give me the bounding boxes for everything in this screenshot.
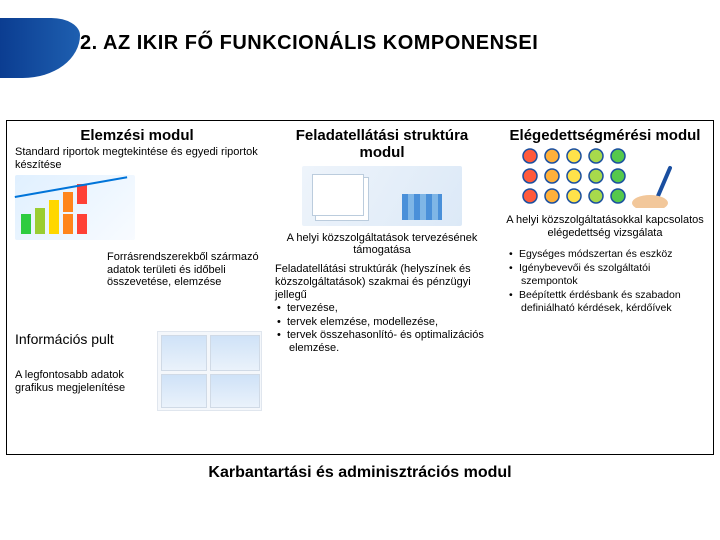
list-item: tervezése, [289, 302, 489, 315]
col3-title: Elégedettségmérési modul [505, 127, 705, 144]
col2-title: Feladatellátási struktúra modul [275, 127, 489, 162]
content-box: Elemzési modul Standard riportok megteki… [6, 120, 714, 455]
dashboard-thumbnail-icon [157, 331, 262, 411]
planning-thumbnail-icon [302, 166, 462, 226]
col3-caption: A helyi közszolgáltatásokkal kapcsolatos… [505, 214, 705, 239]
column-feladat: Feladatellátási struktúra modul A helyi … [267, 121, 497, 454]
slide-title: 2. AZ IKIR FŐ FUNKCIONÁLIS KOMPONENSEI [80, 32, 538, 55]
satisfaction-thumbnail-icon [520, 148, 690, 208]
list-item: tervek elemzése, modellezése, [289, 316, 489, 329]
list-item: tervek összehasonlító- és optimalizációs… [289, 329, 489, 355]
column-elemzesi: Elemzési modul Standard riportok megteki… [7, 121, 267, 454]
col1-para1: Forrásrendszerekből származó adatok terü… [107, 251, 262, 289]
column-elegedettseg: Elégedettségmérési modul A hely [497, 121, 713, 454]
col2-caption: A helyi közszolgáltatások tervezésének t… [275, 232, 489, 257]
bottom-module-title: Karbantartási és adminisztrációs modul [0, 464, 720, 482]
col3-bullets: Egységes módszertan és eszköz Igénybevev… [505, 248, 705, 315]
list-item: Beépítettk érdésbank és szabadon definiá… [521, 289, 705, 314]
banner-accent [0, 18, 80, 78]
col1-title: Elemzési modul [15, 127, 259, 144]
col2-lead: Feladatellátási struktúrák (helyszínek é… [275, 263, 471, 301]
chart-thumbnail-icon [15, 175, 135, 240]
col1-info-title: Információs pult [15, 331, 114, 347]
col1-para2: A legfontosabb adatok grafikus megjelení… [15, 369, 155, 394]
col2-body: Feladatellátási struktúrák (helyszínek é… [275, 263, 489, 355]
col1-sub1: Standard riportok megtekintése és egyedi… [15, 146, 259, 171]
list-item: Egységes módszertan és eszköz [521, 248, 705, 261]
col2-bullets: tervezése, tervek elemzése, modellezése,… [275, 302, 489, 355]
list-item: Igénybevevői és szolgáltatói szempontok [521, 262, 705, 287]
